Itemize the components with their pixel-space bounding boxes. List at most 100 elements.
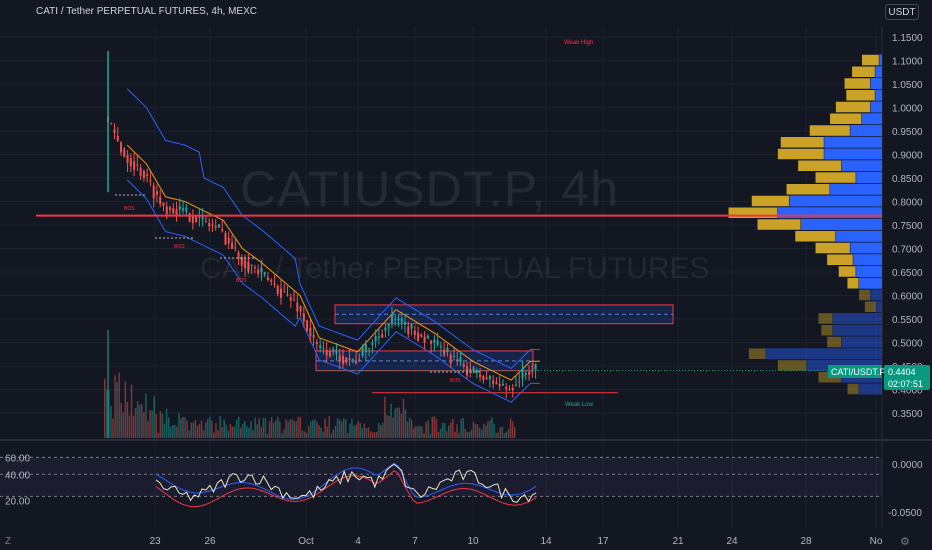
settings-icon[interactable]: ⚙ — [900, 536, 910, 548]
volume-profile-buy — [797, 160, 842, 172]
volume-profile-sell — [875, 66, 882, 78]
candle-body — [211, 224, 214, 226]
volume-bar — [219, 416, 221, 438]
volume-bar — [277, 416, 279, 438]
price-axis-label: 1.1500 — [892, 33, 923, 44]
volume-bar — [258, 418, 260, 438]
price-axis-label: 0.8000 — [892, 198, 923, 209]
candle-body — [479, 374, 482, 377]
volume-bar — [279, 421, 281, 438]
volume-bar — [235, 420, 238, 438]
candle-body — [188, 213, 191, 222]
volume-bar — [248, 427, 250, 438]
candle-body — [231, 242, 234, 249]
volume-bar — [334, 425, 337, 438]
candle-body — [237, 252, 240, 260]
volume-bar — [186, 420, 188, 438]
volume-bar — [423, 433, 425, 438]
volume-bar — [157, 432, 160, 438]
candle-body — [309, 327, 312, 336]
volume-bar — [413, 428, 415, 438]
candle-body — [286, 294, 289, 296]
price-axis-label: 0.8500 — [892, 174, 923, 185]
time-axis-label: 14 — [540, 536, 552, 547]
volume-profile-sell — [841, 160, 882, 172]
volume-bar — [468, 431, 471, 438]
volume-profile-buy — [728, 207, 778, 219]
currency-button[interactable]: USDT — [885, 4, 919, 20]
volume-bar — [509, 418, 512, 438]
candle-body — [413, 330, 416, 336]
volume-bar — [310, 421, 312, 438]
volume-bar — [128, 415, 131, 438]
volume-bar — [464, 429, 466, 438]
volume-bar — [122, 412, 125, 438]
volume-profile-buy — [861, 54, 880, 66]
volume-profile-sell — [832, 324, 882, 336]
volume-bar — [139, 404, 141, 438]
volume-bar — [194, 420, 197, 438]
indicator-axis-label: 40.00 — [5, 470, 30, 481]
volume-bar — [361, 428, 363, 438]
candle-body — [201, 216, 204, 220]
candle-body — [315, 342, 318, 345]
volume-bar — [252, 430, 254, 438]
candle-body — [404, 322, 407, 325]
candle-body — [149, 180, 152, 182]
volume-bar — [262, 417, 265, 438]
volume-bar — [283, 429, 285, 438]
candle-body — [397, 317, 400, 321]
volume-profile-buy — [815, 242, 851, 254]
candle-body — [146, 174, 149, 177]
bollinger-lower — [126, 179, 540, 403]
candle-body — [250, 264, 253, 266]
volume-bar — [213, 432, 215, 438]
volume-bar — [163, 423, 166, 438]
volume-bar — [293, 420, 296, 438]
volume-bar — [470, 429, 473, 438]
volume-profile-sell — [858, 277, 882, 289]
price-axis-label: 0.7000 — [892, 245, 923, 256]
volume-bar — [495, 433, 497, 438]
volume-bar — [513, 426, 516, 438]
volume-bar — [326, 426, 328, 438]
volume-bar — [211, 420, 213, 438]
volume-bar — [184, 417, 186, 438]
volume-bar — [441, 422, 444, 438]
volume-bar — [460, 419, 462, 438]
volume-bar — [338, 419, 341, 438]
candle-body — [384, 327, 387, 331]
time-axis-label: 28 — [800, 536, 812, 547]
time-axis-label: 23 — [149, 536, 161, 547]
volume-bar — [458, 432, 460, 438]
candle-body — [116, 136, 119, 142]
price-axis-label: 0.9500 — [892, 127, 923, 138]
volume-bar — [204, 422, 207, 438]
volume-bar — [272, 422, 275, 438]
candle-body — [361, 345, 364, 356]
candle-body — [227, 237, 230, 244]
volume-profile-sell — [870, 101, 882, 113]
volume-bar — [511, 421, 514, 438]
volume-profile-buy — [757, 218, 802, 231]
volume-bar — [112, 418, 114, 438]
candle-body — [430, 340, 433, 345]
price-badge-text: 0.4404 — [888, 367, 916, 377]
candle-body — [289, 297, 292, 301]
volume-bar — [174, 424, 176, 438]
volume-bar — [408, 417, 411, 438]
volume-bar — [324, 418, 326, 438]
volume-bar — [143, 412, 145, 438]
volume-bar — [244, 420, 246, 438]
candle-body — [505, 387, 508, 390]
volume-bar — [483, 423, 485, 438]
volume-bar — [291, 419, 293, 438]
volume-bar — [410, 420, 413, 438]
candle-body — [355, 360, 358, 364]
candle-body — [279, 288, 282, 298]
candle-body — [407, 326, 410, 335]
volume-bar — [489, 420, 491, 438]
timezone-icon[interactable]: Z — [5, 536, 12, 547]
candle-body — [488, 376, 491, 380]
